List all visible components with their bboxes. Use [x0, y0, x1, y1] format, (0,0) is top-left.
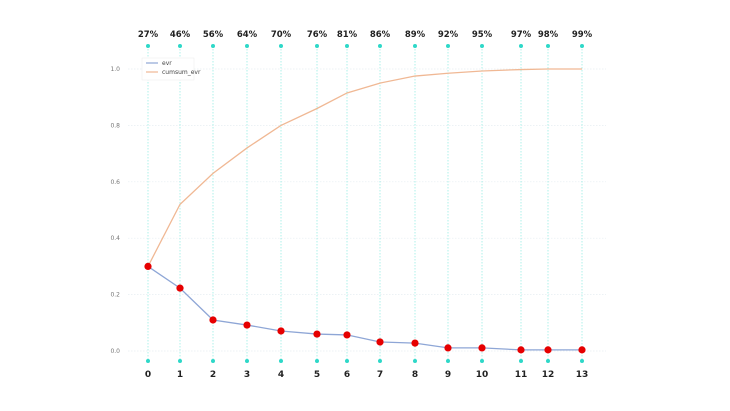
cumulative-percent-label: 81% — [337, 30, 358, 40]
x-tick-label: 13 — [576, 370, 589, 380]
y-tick-label: 0.4 — [110, 235, 120, 242]
x-tick-label: 3 — [244, 370, 250, 380]
cumulative-percent-label: 27% — [138, 30, 159, 40]
guide-dot-top — [211, 44, 215, 48]
guide-dot-bottom — [519, 359, 523, 363]
y-tick-label: 0.8 — [110, 122, 120, 129]
guide-dot-top — [446, 44, 450, 48]
x-tick-label: 12 — [542, 370, 555, 380]
series-line-cumsum-evr — [147, 68, 582, 267]
cumulative-percent-label: 56% — [203, 30, 224, 40]
x-tick-label: 0 — [145, 370, 151, 380]
x-tick-label: 7 — [377, 370, 383, 380]
data-point-evr — [343, 331, 351, 339]
data-point-evr — [411, 339, 419, 347]
guide-dot-bottom — [480, 359, 484, 363]
data-point-evr — [578, 346, 586, 354]
x-tick-label: 4 — [278, 370, 284, 380]
x-tick-label: 5 — [314, 370, 320, 380]
x-tick-label: 2 — [210, 370, 216, 380]
data-point-evr — [243, 321, 251, 329]
guide-dot-bottom — [378, 359, 382, 363]
cumulative-percent-label: 76% — [307, 30, 328, 40]
guide-dot-top — [245, 44, 249, 48]
y-tick-label: 0.6 — [110, 179, 120, 186]
x-tick-label: 1 — [177, 370, 183, 380]
guide-dot-top — [146, 44, 150, 48]
x-tick-label: 6 — [344, 370, 350, 380]
data-point-evr — [544, 346, 552, 354]
legend-label-evr: evr — [162, 60, 172, 67]
legend-label-cumsum-evr: cumsum_evr — [162, 69, 201, 76]
data-point-evr — [277, 327, 285, 335]
guide-dot-bottom — [178, 359, 182, 363]
data-point-evr — [517, 346, 525, 354]
guide-dot-bottom — [546, 359, 550, 363]
guide-dot-top — [178, 44, 182, 48]
data-point-evr — [478, 344, 486, 352]
guide-dot-top — [315, 44, 319, 48]
cumulative-percent-label: 97% — [511, 30, 532, 40]
guide-dot-bottom — [245, 359, 249, 363]
cumulative-percent-label: 64% — [237, 30, 258, 40]
guide-dot-top — [413, 44, 417, 48]
guide-dot-bottom — [146, 359, 150, 363]
cumulative-percent-label: 46% — [170, 30, 191, 40]
guide-dot-top — [580, 44, 584, 48]
guide-dot-top — [546, 44, 550, 48]
data-point-evr — [313, 330, 321, 338]
data-point-evr — [176, 284, 184, 292]
legend: evr cumsum_evr — [141, 57, 201, 81]
cumulative-percent-label: 99% — [572, 30, 593, 40]
guide-dot-top — [378, 44, 382, 48]
guide-dot-bottom — [413, 359, 417, 363]
guide-dot-bottom — [580, 359, 584, 363]
guide-dot-top — [345, 44, 349, 48]
y-tick-label: 1.0 — [110, 66, 120, 73]
series-line-evr — [147, 265, 582, 351]
guide-dot-top — [519, 44, 523, 48]
data-point-evr — [376, 338, 384, 346]
guide-dot-bottom — [315, 359, 319, 363]
cumulative-percent-label: 95% — [472, 30, 493, 40]
data-point-evr — [444, 344, 452, 352]
y-tick-label: 0.0 — [110, 348, 120, 355]
x-tick-label: 11 — [515, 370, 528, 380]
guide-dot-top — [480, 44, 484, 48]
guide-dot-bottom — [211, 359, 215, 363]
guide-dot-bottom — [279, 359, 283, 363]
x-tick-label: 8 — [412, 370, 418, 380]
cumulative-percent-label: 70% — [271, 30, 292, 40]
cumulative-percent-label: 92% — [438, 30, 459, 40]
cumulative-percent-label: 98% — [538, 30, 559, 40]
cumulative-percent-label: 86% — [370, 30, 391, 40]
guide-dot-bottom — [345, 359, 349, 363]
guide-dot-bottom — [446, 359, 450, 363]
data-point-evr — [144, 262, 152, 270]
x-tick-label: 10 — [476, 370, 489, 380]
y-tick-label: 0.2 — [110, 292, 120, 299]
x-tick-label: 9 — [445, 370, 451, 380]
data-point-evr — [209, 316, 217, 324]
cumulative-percent-label: 89% — [405, 30, 426, 40]
guide-dot-top — [279, 44, 283, 48]
